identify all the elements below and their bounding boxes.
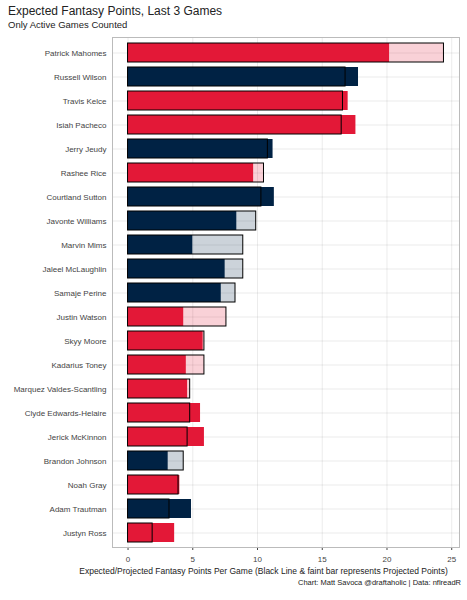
svg-text:Justyn Ross: Justyn Ross [63, 529, 107, 538]
svg-text:Adam Trautman: Adam Trautman [50, 505, 107, 514]
svg-text:Jaleel McLaughlin: Jaleel McLaughlin [42, 265, 106, 274]
svg-text:Russell Wilson: Russell Wilson [54, 73, 106, 82]
html-text:Expected Fantasy Points, Last: Expected Fantasy Points, Last 3 Games [8, 4, 223, 18]
svg-text:Brandon Johnson: Brandon Johnson [44, 457, 107, 466]
svg-text:Travis Kelce: Travis Kelce [63, 97, 107, 106]
svg-text:Rashee Rice: Rashee Rice [61, 169, 107, 178]
svg-text:Clyde Edwards-Helaire: Clyde Edwards-Helaire [25, 409, 107, 418]
svg-text:25: 25 [447, 555, 456, 564]
svg-text:Marvin Mims: Marvin Mims [61, 241, 106, 250]
svg-text:Noah Gray: Noah Gray [68, 481, 107, 490]
svg-text:20: 20 [383, 555, 392, 564]
svg-text:Courtland Sutton: Courtland Sutton [46, 193, 106, 202]
svg-text:Patrick Mahomes: Patrick Mahomes [45, 49, 107, 58]
svg-text:Marquez Valdes-Scantling: Marquez Valdes-Scantling [14, 385, 107, 394]
svg-text:Justin Watson: Justin Watson [57, 313, 107, 322]
svg-text:0: 0 [126, 555, 131, 564]
svg-text:5: 5 [191, 555, 196, 564]
svg-text:15: 15 [318, 555, 327, 564]
svg-text:Javonte Williams: Javonte Williams [46, 217, 106, 226]
html-text:Expected/Projected Fantasy Poi: Expected/Projected Fantasy Points Per Ga… [79, 566, 448, 576]
svg-text:Isiah Pacheco: Isiah Pacheco [56, 121, 107, 130]
svg-text:Kadarius Toney: Kadarius Toney [52, 361, 107, 370]
html-text:Chart: Matt Savoca @draftaholi: Chart: Matt Savoca @draftaholic | Data: … [298, 578, 461, 587]
svg-text:Skyy Moore: Skyy Moore [64, 337, 107, 346]
svg-text:Jerick McKinnon: Jerick McKinnon [48, 433, 107, 442]
html-text:Only Active Games Counted: Only Active Games Counted [8, 19, 128, 30]
svg-text:Jerry Jeudy: Jerry Jeudy [65, 145, 106, 154]
svg-text:Samaje Perine: Samaje Perine [54, 289, 107, 298]
svg-text:10: 10 [253, 555, 262, 564]
